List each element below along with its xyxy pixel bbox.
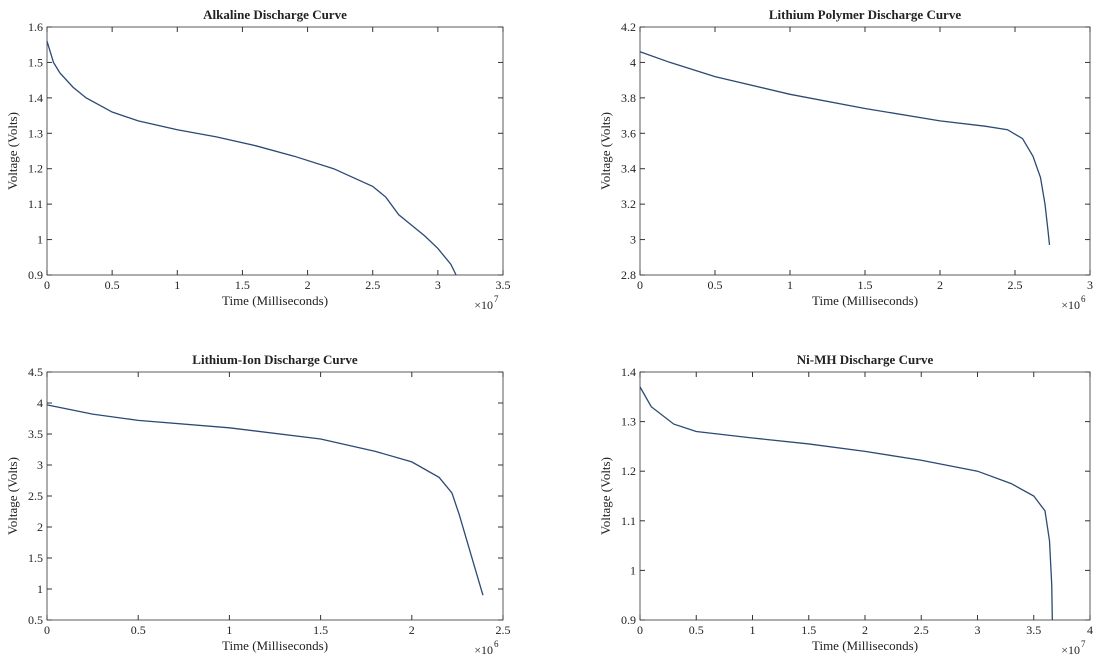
- data-line: [639, 51, 1051, 245]
- y-tick-label: 1: [37, 233, 43, 247]
- y-tick-label: 0.9: [28, 268, 43, 282]
- x-tick-label: 0: [44, 278, 50, 292]
- y-axis-label: Voltage (Volts): [5, 457, 20, 535]
- y-tick-label: 2.8: [621, 268, 636, 282]
- y-tick-label: 3.6: [621, 126, 636, 140]
- x-tick-label: 1: [226, 623, 232, 637]
- axes-box: [639, 371, 1091, 621]
- y-tick-label: 3.5: [28, 427, 43, 441]
- x-tick-label: 2.5: [365, 278, 380, 292]
- y-tick-label: 1.6: [28, 20, 43, 34]
- x-tick-label: 1.5: [235, 278, 250, 292]
- y-tick-label: 3.8: [621, 91, 636, 105]
- y-tick-label: 4: [37, 396, 43, 410]
- x-tick-label: 2.5: [914, 623, 929, 637]
- x-tick-label: 2.5: [496, 623, 511, 637]
- y-tick-label: 3.2: [621, 197, 636, 211]
- x-tick-label: 0: [637, 623, 643, 637]
- subplot: 0 0.5 1 1.5 2 2.5 3 2.8 3 3.2 3.4 3.6 3.8 4 4.2 Lithium…: [598, 7, 1093, 312]
- y-tick-label: 2.5: [28, 489, 43, 503]
- x-multiplier: ×10: [1061, 298, 1080, 312]
- x-tick-label: 2: [862, 623, 868, 637]
- y-tick-label: 1.2: [621, 464, 636, 478]
- axes-box: [46, 371, 504, 621]
- y-tick-label: 4: [630, 55, 636, 69]
- y-tick-label: 1.2: [28, 162, 43, 176]
- chart-title: Lithium-Ion Discharge Curve: [192, 352, 358, 367]
- y-tick-label: 1: [37, 582, 43, 596]
- subplot: 0 0.5 1 1.5 2 2.5 3 3.5 4 0.9 1 1.1 1.2 1.3 1.4 Ni-MH D…: [598, 352, 1093, 657]
- x-multiplier: ×10: [474, 298, 493, 312]
- y-tick-label: 0.5: [28, 613, 43, 627]
- x-exponent: 7: [1081, 639, 1086, 649]
- x-multiplier: ×10: [474, 643, 493, 657]
- x-exponent: 6: [1081, 294, 1086, 304]
- x-tick-label: 1.5: [801, 623, 816, 637]
- x-axis-label: Time (Milliseconds): [222, 638, 328, 653]
- data-line: [639, 386, 1053, 621]
- y-tick-label: 3.4: [621, 162, 636, 176]
- x-tick-label: 0: [44, 623, 50, 637]
- x-tick-label: 1: [174, 278, 180, 292]
- y-tick-label: 1.3: [621, 415, 636, 429]
- chart-title: Ni-MH Discharge Curve: [797, 352, 934, 367]
- x-tick-label: 0.5: [689, 623, 704, 637]
- data-line: [46, 40, 457, 276]
- y-tick-label: 3: [37, 458, 43, 472]
- x-tick-label: 4: [1087, 623, 1093, 637]
- x-tick-label: 2: [409, 623, 415, 637]
- x-tick-label: 1: [750, 623, 756, 637]
- y-tick-label: 1.3: [28, 126, 43, 140]
- x-axis-label: Time (Milliseconds): [812, 638, 918, 653]
- chart-title: Alkaline Discharge Curve: [203, 7, 347, 22]
- y-tick-label: 1.1: [621, 514, 636, 528]
- x-multiplier: ×10: [1061, 643, 1080, 657]
- x-tick-label: 2: [305, 278, 311, 292]
- chart-title: Lithium Polymer Discharge Curve: [769, 7, 961, 22]
- x-tick-label: 1: [787, 278, 793, 292]
- x-tick-label: 3: [975, 623, 981, 637]
- x-axis-label: Time (Milliseconds): [222, 293, 328, 308]
- y-tick-label: 1.5: [28, 55, 43, 69]
- x-tick-label: 3.5: [1026, 623, 1041, 637]
- x-tick-label: 3: [1087, 278, 1093, 292]
- x-tick-label: 1.5: [313, 623, 328, 637]
- x-tick-label: 0: [637, 278, 643, 292]
- axes-box: [639, 26, 1091, 276]
- y-tick-label: 4.5: [28, 365, 43, 379]
- x-axis-label: Time (Milliseconds): [812, 293, 918, 308]
- y-tick-label: 3: [630, 233, 636, 247]
- y-axis-label: Voltage (Volts): [598, 112, 613, 190]
- x-exponent: 7: [494, 294, 499, 304]
- y-tick-label: 2: [37, 520, 43, 534]
- data-line: [46, 404, 484, 596]
- y-tick-label: 1: [630, 563, 636, 577]
- x-tick-label: 3.5: [496, 278, 511, 292]
- x-tick-label: 0.5: [708, 278, 723, 292]
- y-tick-label: 1.1: [28, 197, 43, 211]
- y-tick-label: 1.4: [621, 365, 636, 379]
- x-tick-label: 2.5: [1008, 278, 1023, 292]
- y-axis-label: Voltage (Volts): [598, 457, 613, 535]
- subplot: 0 0.5 1 1.5 2 2.5 3 3.5 0.9 1 1.1 1.2 1.3 1.4 1.5 1.6 Al…: [5, 7, 511, 312]
- y-tick-label: 1.4: [28, 91, 43, 105]
- y-axis-label: Voltage (Volts): [5, 112, 20, 190]
- y-tick-label: 1.5: [28, 551, 43, 565]
- y-tick-label: 4.2: [621, 20, 636, 34]
- x-tick-label: 1.5: [858, 278, 873, 292]
- x-tick-label: 0.5: [131, 623, 146, 637]
- axes-box: [46, 26, 504, 276]
- y-tick-label: 0.9: [621, 613, 636, 627]
- x-tick-label: 0.5: [105, 278, 120, 292]
- x-tick-label: 3: [435, 278, 441, 292]
- subplot: 0 0.5 1 1.5 2 2.50.511.522.533.544.5Lithium-I…: [5, 352, 511, 657]
- x-exponent: 6: [494, 639, 499, 649]
- x-tick-label: 2: [937, 278, 943, 292]
